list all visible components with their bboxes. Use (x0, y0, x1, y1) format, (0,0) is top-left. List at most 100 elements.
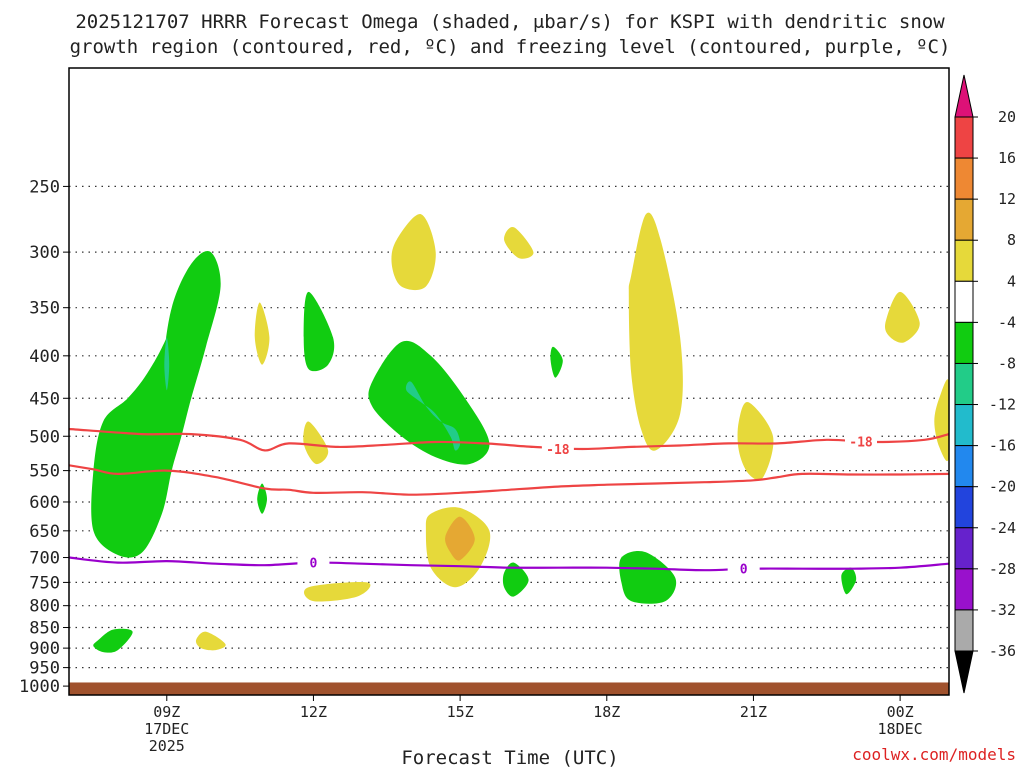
x-tick-label: 00Z (887, 703, 914, 721)
x-tick-label: 21Z (740, 703, 767, 721)
colorbar-band (954, 609, 974, 652)
omega-region (550, 346, 563, 378)
y-tick-label: 450 (29, 389, 60, 409)
x-tick-label: 2025 (149, 737, 185, 755)
colorbar-label: 20 (998, 108, 1016, 126)
colorbar-band (954, 568, 974, 611)
x-tick-label: 09Z (153, 703, 180, 721)
colorbar-band (954, 157, 974, 200)
plot-frame (68, 67, 950, 696)
colorbar-label: -12 (989, 396, 1016, 414)
y-tick-label: 250 (29, 177, 60, 197)
y-tick-label: 600 (29, 493, 60, 513)
x-tick-label: 12Z (300, 703, 327, 721)
omega-region (303, 421, 329, 465)
colorbar-label: 8 (1007, 231, 1016, 249)
colorbar-band (954, 445, 974, 488)
colorbar: 20 16 12 8 4 -4 -8 -12 -16 -20 -24 -28 -32 -36 (954, 74, 1016, 694)
ground-surface (69, 682, 949, 695)
contour-label-bg (845, 433, 877, 450)
contour-lines: -18 -18 0 0 (69, 427, 949, 578)
y-tick-label: 300 (29, 243, 60, 263)
omega-region (164, 337, 170, 391)
omega-region (884, 291, 920, 343)
colorbar-label: -28 (989, 560, 1016, 578)
y-tick-label: 400 (29, 347, 60, 367)
colorbar-label: -24 (989, 519, 1016, 537)
y-tick-label: 550 (29, 462, 60, 482)
omega-shading (91, 212, 949, 653)
colorbar-top-arrow (954, 74, 974, 118)
contour-line (69, 556, 949, 572)
colorbar-band (954, 486, 974, 529)
x-tick-label: 17DEC (144, 720, 189, 738)
y-tick-label: 1000 (19, 677, 60, 697)
omega-region (391, 214, 436, 291)
colorbar-label: -4 (998, 313, 1016, 331)
chart-title-line-2: growth region (contoured, red, ºC) and f… (70, 36, 951, 58)
x-axis-label: Forecast Time (UTC) (401, 747, 618, 768)
omega-region (841, 567, 857, 595)
y-tick-label: 700 (29, 549, 60, 569)
colorbar-band (954, 198, 974, 241)
contour-label-bg (297, 554, 330, 571)
contour-label: -18 (546, 443, 570, 458)
x-tick-label: 18Z (593, 703, 620, 721)
omega-region (934, 379, 949, 462)
colorbar-band (954, 362, 974, 406)
omega-region (257, 483, 267, 514)
omega-region (195, 631, 226, 651)
contour-line (69, 427, 949, 452)
omega-region (628, 212, 683, 451)
omega-region (254, 302, 270, 365)
colorbar-band (954, 280, 974, 323)
omega-region (303, 291, 335, 372)
colorbar-label: -36 (989, 642, 1016, 660)
omega-region (502, 562, 529, 597)
y-tick-label: 350 (29, 299, 60, 319)
contour-label-bg (727, 560, 760, 577)
colorbar-band (954, 239, 974, 282)
y-tick-label: 500 (29, 427, 60, 447)
chart-title-line-1: 2025121707 HRRR Forecast Omega (shaded, … (75, 11, 945, 33)
colorbar-label: 4 (1007, 272, 1016, 290)
colorbar-band (954, 527, 974, 570)
y-tick-label: 800 (29, 597, 60, 617)
credit-text: coolwx.com/models (852, 745, 1016, 764)
contour-label: -18 (849, 435, 873, 450)
colorbar-label: -16 (989, 437, 1016, 455)
colorbar-label: 16 (998, 149, 1016, 167)
colorbar-label: -8 (998, 354, 1016, 372)
y-tick-label: 950 (29, 659, 60, 679)
omega-region (93, 628, 133, 653)
omega-region (405, 381, 461, 451)
colorbar-band (954, 116, 974, 159)
x-tick-label: 15Z (447, 703, 474, 721)
contour-label-bg (541, 441, 574, 458)
colorbar-label: 12 (998, 190, 1016, 208)
colorbar-band (954, 321, 974, 364)
plot-background (69, 68, 949, 695)
colorbar-label: -20 (989, 478, 1016, 496)
omega-region (304, 581, 371, 602)
y-tick-label: 850 (29, 619, 60, 639)
contour-line (69, 464, 949, 496)
colorbar-bottom-arrow (954, 650, 974, 694)
y-tick-label: 750 (29, 573, 60, 593)
colorbar-band (954, 404, 974, 447)
omega-region (619, 551, 677, 604)
contour-label: 0 (740, 563, 748, 578)
y-axis-ticks: 2503003504004505005506006507007508008509… (19, 177, 69, 697)
x-tick-label: 18DEC (878, 720, 923, 738)
omega-region (737, 401, 774, 481)
y-tick-label: 900 (29, 639, 60, 659)
contour-label: 0 (310, 557, 318, 572)
omega-region (504, 227, 534, 259)
y-tick-label: 650 (29, 522, 60, 542)
omega-region (91, 251, 221, 558)
omega-region (368, 340, 490, 465)
colorbar-label: -32 (989, 601, 1016, 619)
omega-region (445, 516, 475, 561)
